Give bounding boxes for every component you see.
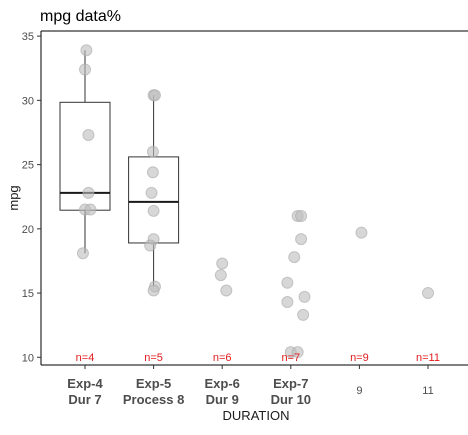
data-point bbox=[80, 44, 93, 57]
y-tick-label: 15 bbox=[22, 288, 34, 300]
x-tick-label: Dur 9 bbox=[206, 392, 239, 407]
data-point bbox=[144, 239, 157, 252]
x-tick-label: Process 8 bbox=[123, 392, 184, 407]
data-point bbox=[281, 296, 294, 309]
x-tick-label: Exp-7 bbox=[273, 376, 308, 391]
data-point bbox=[295, 209, 308, 222]
data-point bbox=[148, 89, 161, 102]
axes bbox=[37, 30, 468, 369]
data-point bbox=[76, 247, 89, 260]
data-point bbox=[147, 284, 160, 297]
data-point bbox=[84, 203, 97, 216]
y-tick-label: 25 bbox=[22, 160, 34, 172]
count-label: n=7 bbox=[281, 352, 300, 364]
x-tick-label: Dur 7 bbox=[68, 392, 101, 407]
x-tick-label: Exp-6 bbox=[204, 376, 239, 391]
x-tick-label: Exp-4 bbox=[67, 376, 103, 391]
x-axis-title: DURATION bbox=[223, 408, 290, 423]
boxes bbox=[59, 50, 180, 287]
chart-title: mpg data% bbox=[40, 8, 121, 25]
y-tick-label: 35 bbox=[22, 31, 34, 43]
data-point bbox=[288, 251, 301, 264]
data-point bbox=[147, 204, 160, 217]
points bbox=[76, 44, 434, 359]
data-point bbox=[281, 276, 294, 289]
count-label: n=6 bbox=[213, 352, 232, 364]
data-point bbox=[214, 269, 227, 282]
y-tick-label: 10 bbox=[22, 352, 34, 364]
data-point bbox=[82, 186, 95, 199]
data-point bbox=[79, 63, 91, 76]
y-tick-label: 30 bbox=[22, 95, 34, 107]
data-point bbox=[297, 308, 310, 321]
data-point bbox=[355, 226, 368, 239]
count-labels: n=4 n=5 n=6 n=7 n=9 n=11 bbox=[76, 352, 440, 364]
data-point bbox=[216, 257, 229, 270]
data-point bbox=[298, 290, 311, 303]
count-label: n=5 bbox=[144, 352, 163, 364]
data-point bbox=[220, 284, 233, 297]
data-point bbox=[82, 129, 95, 142]
x-tick-label: 9 bbox=[356, 385, 362, 397]
data-point bbox=[145, 186, 158, 199]
data-point bbox=[146, 166, 159, 179]
x-tick-label: Dur 10 bbox=[271, 392, 311, 407]
count-label: n=11 bbox=[416, 352, 440, 364]
y-tick-label: 20 bbox=[22, 224, 34, 236]
data-point bbox=[291, 346, 304, 359]
data-point bbox=[422, 287, 434, 300]
y-axis-title: mpg bbox=[6, 185, 21, 210]
x-tick-label: 11 bbox=[422, 385, 433, 397]
count-label: n=9 bbox=[350, 352, 369, 364]
data-point bbox=[295, 233, 308, 246]
count-label: n=4 bbox=[76, 352, 95, 364]
x-tick-label: Exp-5 bbox=[136, 376, 171, 391]
data-point bbox=[146, 145, 159, 158]
